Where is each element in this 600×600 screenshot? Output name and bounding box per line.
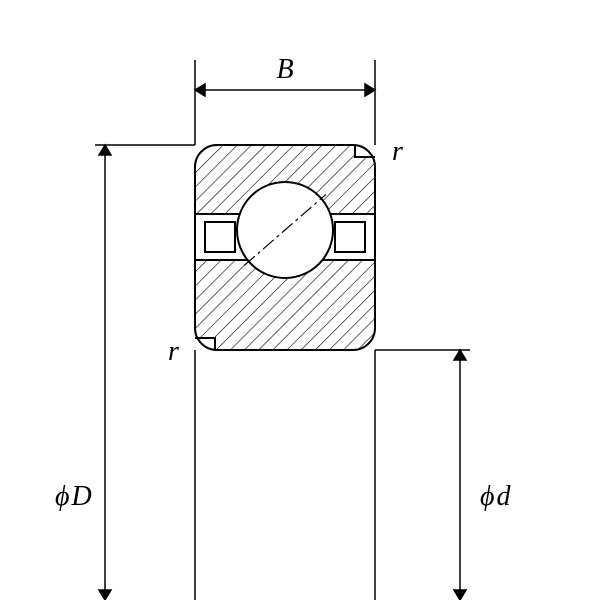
bearing-cross-section-diagram: B ϕD ϕd r r bbox=[0, 0, 600, 600]
dimension-B bbox=[195, 84, 375, 96]
label-phi-d: ϕd bbox=[480, 481, 512, 512]
ball-element bbox=[237, 182, 333, 278]
label-phi-D: ϕD bbox=[55, 481, 92, 512]
label-r-bottom-left: r bbox=[168, 336, 179, 367]
label-B: B bbox=[276, 54, 293, 85]
dimension-d bbox=[375, 350, 470, 600]
label-r-top-right: r bbox=[392, 136, 403, 167]
dimension-D bbox=[95, 145, 195, 600]
